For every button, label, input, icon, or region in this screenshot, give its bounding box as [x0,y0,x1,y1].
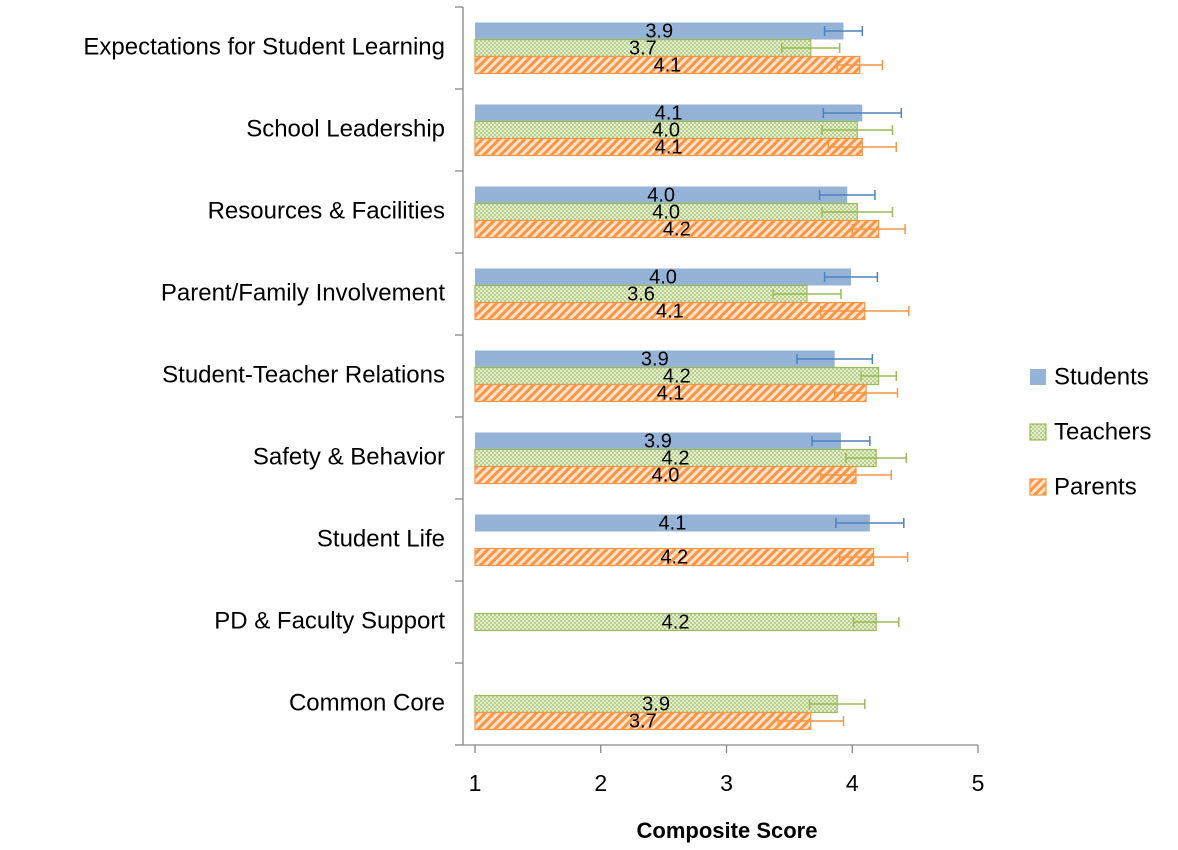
value-label: 3.6 [627,283,655,305]
bar [475,432,841,450]
error-bar [820,470,892,480]
error-bar [781,43,841,53]
error-bar [845,453,908,463]
category-label: Safety & Behavior [253,443,445,470]
value-label: 4.2 [662,611,690,633]
value-label: 4.1 [653,54,681,76]
error-bar [860,371,898,381]
error-bar [827,142,898,152]
error-bar [818,190,876,200]
legend-swatch [1030,369,1046,385]
category-label: PD & Faculty Support [214,607,445,634]
value-label: 3.9 [642,693,670,715]
category-label: Parent/Family Involvement [161,279,445,306]
value-label: 4.2 [660,546,688,568]
legend-label: Parents [1054,473,1137,500]
error-bar [772,289,842,299]
category-label: Common Core [289,689,445,716]
value-label: 3.7 [629,37,657,59]
bar [475,350,835,368]
error-bar [821,125,894,135]
legend-label: Students [1054,363,1149,390]
error-bar [823,26,864,36]
value-label: 4.1 [655,136,683,158]
error-bar [796,354,874,364]
x-tick-label: 4 [846,770,859,796]
value-label: 4.0 [649,266,677,288]
bar [475,268,851,286]
category-label: Resources & Facilities [208,197,445,224]
x-axis-title: Composite Score [637,818,818,843]
value-label: 4.1 [657,382,685,404]
x-tick-label: 5 [972,770,985,796]
value-label: 4.1 [659,512,687,534]
value-label: 4.1 [656,300,684,322]
bar [475,104,863,122]
error-bar [838,552,909,562]
category-label: Student Life [317,525,445,552]
category-label: Student-Teacher Relations [162,361,445,388]
error-bar [808,699,866,709]
error-bar [835,518,905,528]
bar [475,22,844,40]
value-label: 4.0 [647,184,675,206]
error-bar [836,60,884,70]
legend-label: Teachers [1054,418,1151,445]
value-label: 3.7 [629,710,657,732]
value-label: 4.1 [655,102,683,124]
value-label: 4.0 [652,464,680,486]
legend-swatch [1029,423,1047,441]
value-label: 4.2 [663,365,691,387]
legend-swatch [1029,478,1047,496]
x-tick-label: 2 [594,770,607,796]
error-bar [851,224,906,234]
error-bar [822,108,903,118]
error-bar [777,716,845,726]
value-label: 4.0 [652,201,680,223]
error-bar [820,306,910,316]
x-tick-label: 1 [469,770,482,796]
error-bar [852,617,900,627]
error-bar [823,272,879,282]
value-label: 4.2 [662,447,690,469]
value-label: 4.2 [663,218,691,240]
category-label: School Leadership [246,115,445,142]
value-label: 4.0 [652,119,680,141]
error-bar [833,388,899,398]
error-bar [811,436,871,446]
error-bar [821,207,894,217]
bar [475,514,870,532]
category-label: Expectations for Student Learning [83,33,445,60]
value-label: 3.9 [645,20,673,42]
x-tick-label: 3 [720,770,733,796]
value-label: 3.9 [641,348,669,370]
bar [475,186,848,204]
value-label: 3.9 [644,430,672,452]
